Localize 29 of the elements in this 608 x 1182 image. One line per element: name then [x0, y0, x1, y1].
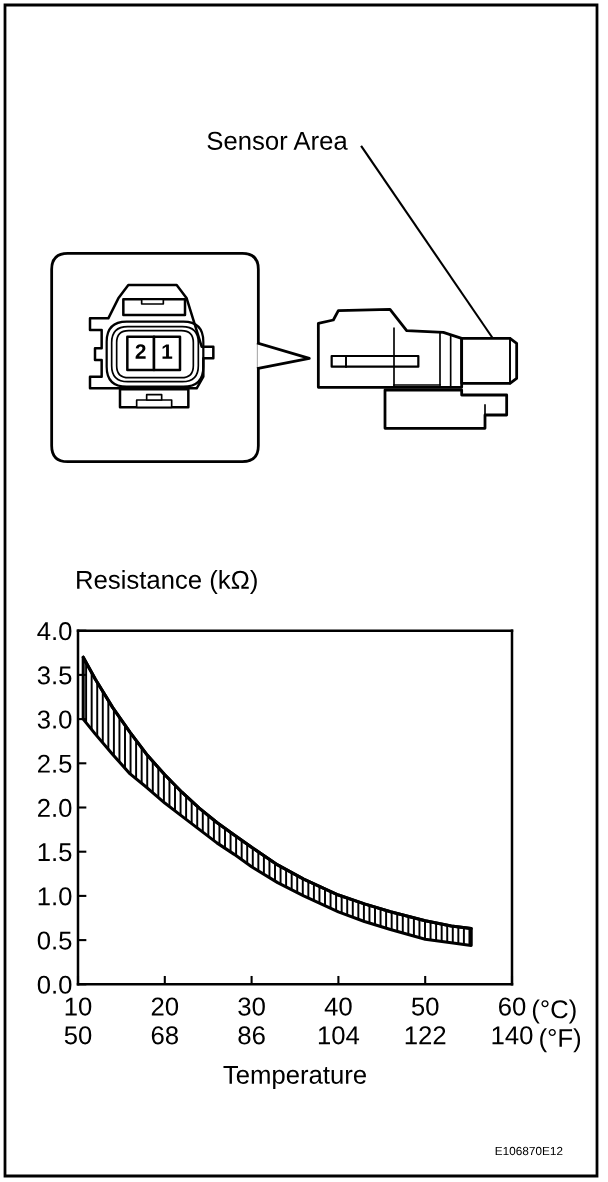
x2-tick-label: 86 — [238, 1026, 265, 1045]
y-tick-label: 3.0 — [37, 710, 72, 729]
x-tick-label: 10 — [65, 997, 92, 1016]
text: 1 — [162, 344, 173, 359]
x-tick-label: 60 — [499, 997, 526, 1016]
x-tick-label: 50 — [411, 997, 439, 1016]
y-tick-label: 3.5 — [37, 666, 72, 685]
x2-tick-label: 104 — [318, 1026, 360, 1045]
y-tick-label: 4.0 — [37, 622, 72, 641]
text: (°C) — [532, 999, 576, 1024]
y-axis-title: Resistance (kΩ) — [77, 570, 257, 594]
text: 2 — [135, 344, 146, 359]
x2-tick-label: 68 — [151, 1026, 178, 1045]
x2-tick-label: 50 — [64, 1026, 92, 1045]
x-tick-label: 20 — [151, 997, 179, 1016]
text: E106870E12 — [495, 1146, 563, 1156]
y-tick-label: 2.5 — [38, 754, 72, 773]
y-tick-label: 0.5 — [37, 931, 72, 950]
x2-tick-label: 140 — [492, 1026, 533, 1045]
text: Sensor Area — [207, 131, 348, 150]
x-tick-label: 40 — [324, 997, 352, 1016]
x2-tick-label: 122 — [405, 1026, 446, 1045]
y-tick-label: 0.0 — [37, 975, 72, 994]
y-tick-label: 1.5 — [38, 843, 72, 862]
x-axis-title: Temperature — [223, 1065, 366, 1089]
y-tick-label: 1.0 — [38, 887, 72, 906]
text: (°F) — [540, 1028, 581, 1053]
x-tick-label: 30 — [238, 997, 265, 1016]
y-tick-label: 2.0 — [38, 798, 72, 818]
